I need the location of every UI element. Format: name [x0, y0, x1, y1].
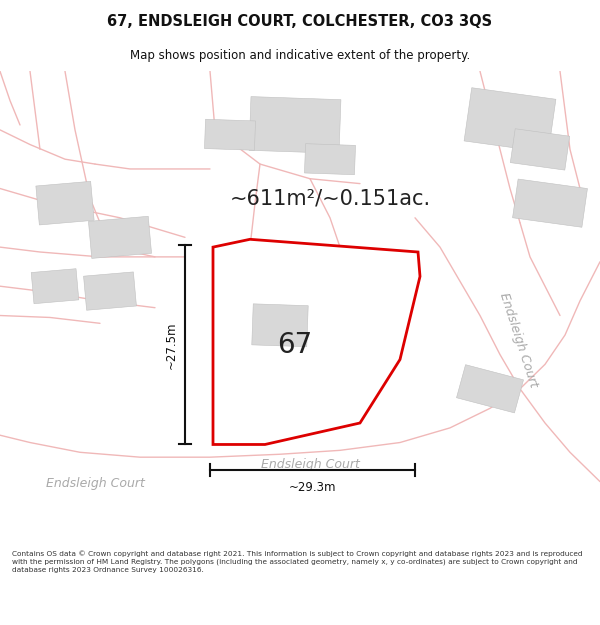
Polygon shape [83, 272, 136, 310]
Polygon shape [31, 269, 79, 304]
Text: Endsleigh Court: Endsleigh Court [46, 477, 145, 490]
Text: ~29.3m: ~29.3m [289, 481, 336, 494]
Polygon shape [464, 88, 556, 152]
Polygon shape [36, 181, 94, 225]
Text: Map shows position and indicative extent of the property.: Map shows position and indicative extent… [130, 49, 470, 62]
Text: Contains OS data © Crown copyright and database right 2021. This information is : Contains OS data © Crown copyright and d… [12, 550, 583, 573]
Polygon shape [252, 304, 308, 347]
Polygon shape [457, 364, 524, 413]
Polygon shape [249, 97, 341, 153]
Polygon shape [205, 119, 256, 150]
Polygon shape [512, 179, 587, 227]
Polygon shape [88, 216, 152, 258]
Polygon shape [304, 144, 356, 174]
Text: ~611m²/~0.151ac.: ~611m²/~0.151ac. [229, 188, 431, 208]
Text: 67: 67 [277, 331, 313, 359]
Polygon shape [511, 129, 569, 170]
Text: 67, ENDSLEIGH COURT, COLCHESTER, CO3 3QS: 67, ENDSLEIGH COURT, COLCHESTER, CO3 3QS [107, 14, 493, 29]
Polygon shape [213, 239, 420, 444]
Text: ~27.5m: ~27.5m [164, 321, 178, 369]
Text: Endsleigh Court: Endsleigh Court [497, 291, 539, 389]
Text: Endsleigh Court: Endsleigh Court [260, 458, 359, 471]
